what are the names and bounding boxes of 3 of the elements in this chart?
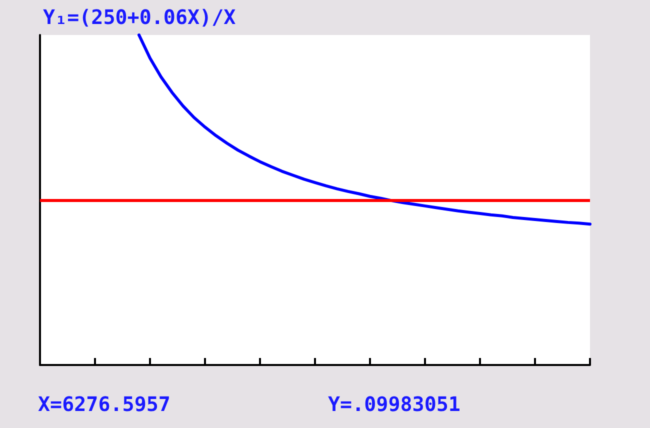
- text: Y=.09983051: [328, 392, 460, 416]
- chart-title: Y₁=(250+0.06X)/X: [43, 5, 236, 29]
- text: X=6276.5957: [38, 392, 170, 416]
